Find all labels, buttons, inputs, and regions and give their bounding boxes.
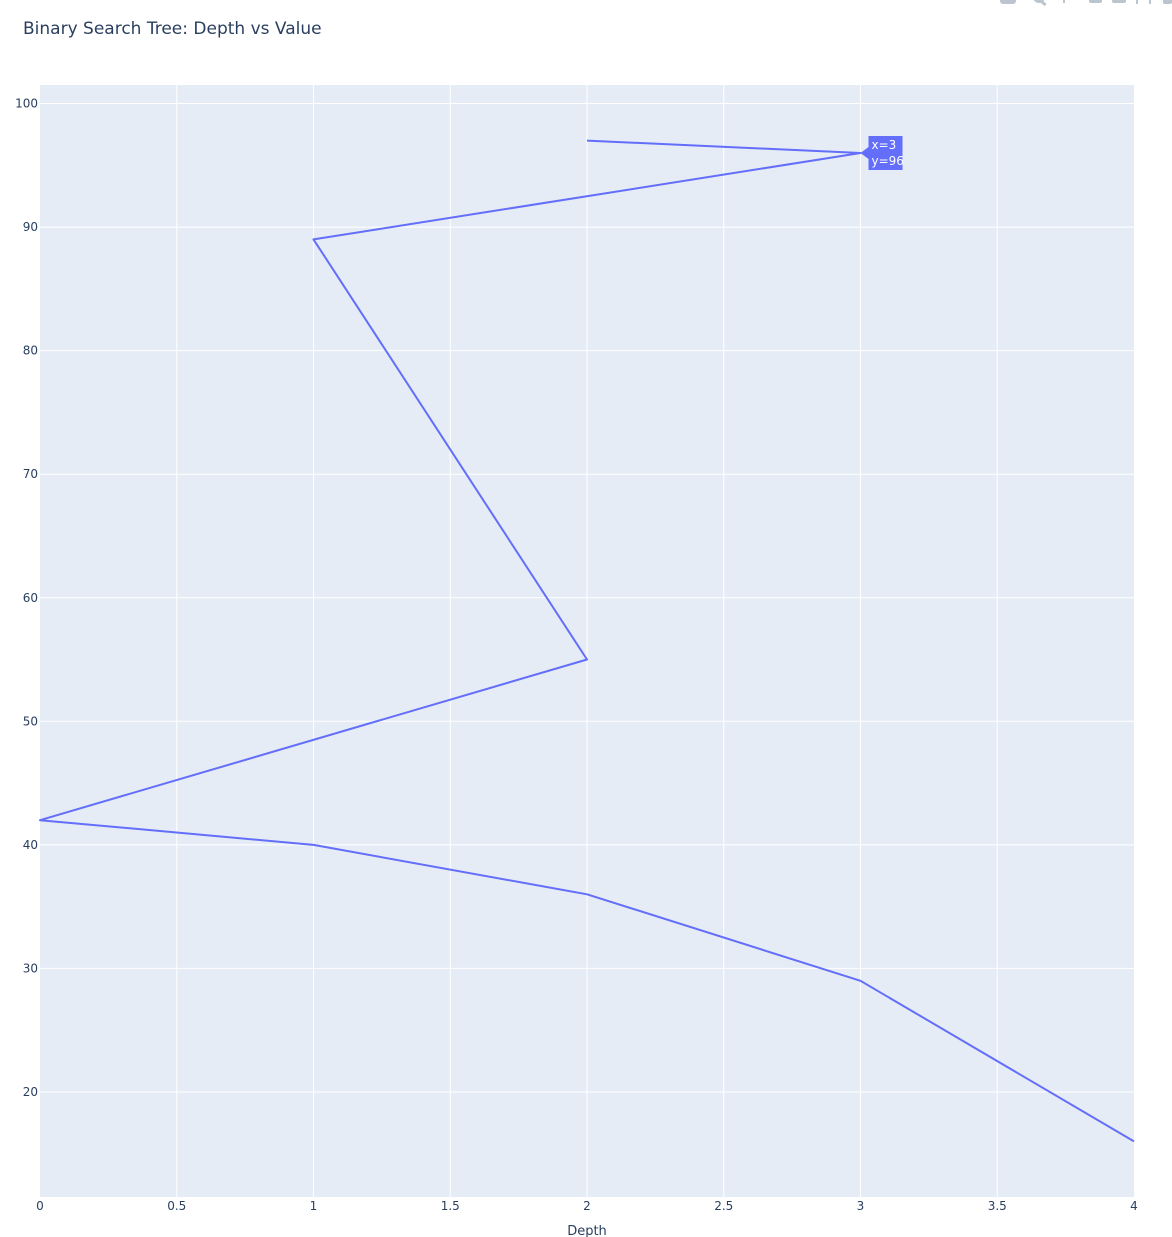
y-tick-label: 40 — [23, 838, 38, 852]
y-tick-label: 30 — [23, 961, 38, 975]
x-tick-label: 4 — [1130, 1199, 1138, 1213]
camera-icon[interactable] — [1000, 0, 1016, 4]
hover-tooltip: x=3 y=96 — [860, 135, 904, 170]
hover-label-y: y=96 — [872, 154, 904, 168]
x-tick-label: 3 — [857, 1199, 865, 1213]
y-tick-label: 80 — [23, 344, 38, 358]
data-series — [39, 139, 1135, 1143]
x-tick-label: 0.5 — [167, 1199, 186, 1213]
gridlines — [40, 85, 1134, 1197]
y-tick-label: 70 — [23, 467, 38, 481]
x-tick-label: 2.5 — [714, 1199, 733, 1213]
zoom-in-icon[interactable] — [1089, 0, 1102, 3]
reset-axes-icon[interactable] — [1163, 0, 1172, 4]
series-line[interactable] — [39, 139, 1135, 1143]
x-axis-ticks: 0 0.5 1 1.5 2 2.5 3 3.5 4 — [36, 1199, 1138, 1213]
x-tick-label: 2 — [583, 1199, 591, 1213]
x-tick-label: 1.5 — [441, 1199, 460, 1213]
x-tick-label: 1 — [310, 1199, 318, 1213]
autoscale-icon[interactable] — [1136, 0, 1151, 4]
pan-icon[interactable] — [1063, 0, 1065, 3]
hover-box — [860, 135, 903, 170]
modebar[interactable] — [1000, 0, 1172, 7]
chart-title: Binary Search Tree: Depth vs Value — [23, 19, 322, 39]
y-tick-label: 100 — [15, 97, 38, 111]
y-tick-label: 50 — [23, 714, 38, 728]
zoom-icon[interactable] — [1033, 0, 1047, 7]
hover-label-x: x=3 — [872, 138, 897, 152]
zoom-out-icon[interactable] — [1112, 0, 1126, 3]
x-axis-title: Depth — [567, 1224, 607, 1237]
y-axis-ticks: 20 30 40 50 60 70 80 90 100 — [15, 97, 38, 1099]
x-tick-label: 3.5 — [988, 1199, 1007, 1213]
y-tick-label: 20 — [23, 1085, 38, 1099]
y-tick-label: 90 — [23, 220, 38, 234]
x-tick-label: 0 — [36, 1199, 44, 1213]
y-tick-label: 60 — [23, 591, 38, 605]
